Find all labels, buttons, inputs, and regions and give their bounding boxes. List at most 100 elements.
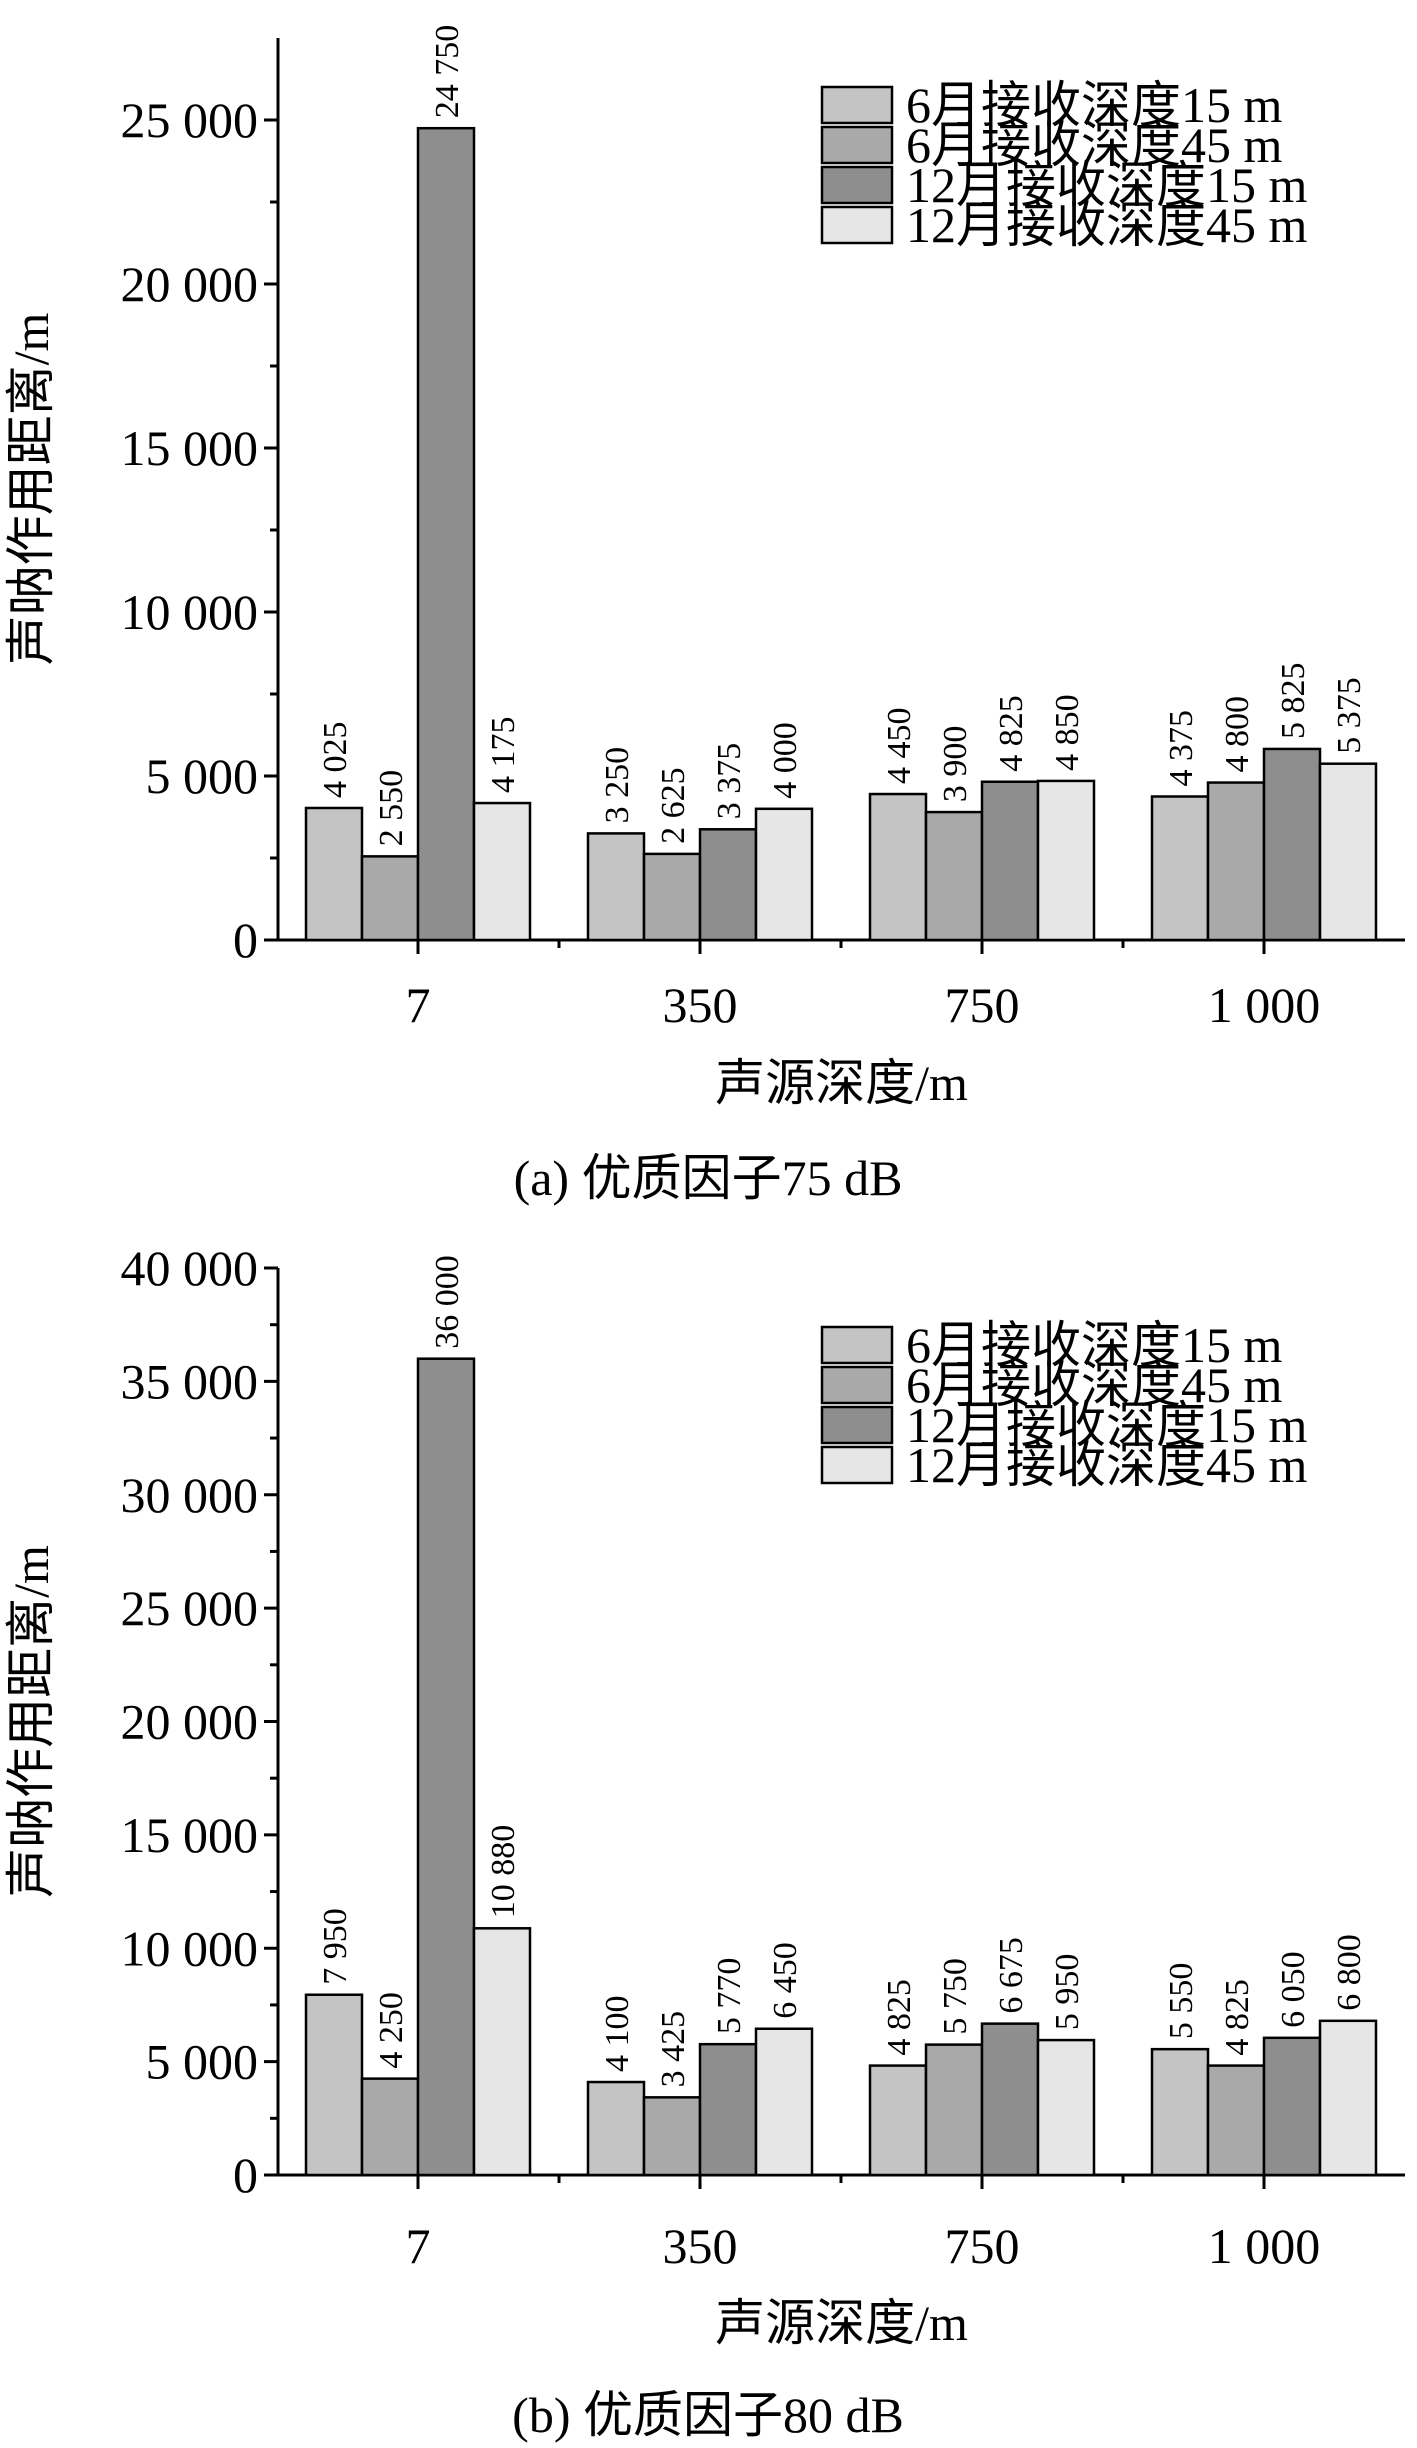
bar-value-label: 3 250 [599,747,636,824]
legend-swatch [820,1445,894,1485]
legend-swatch [820,1325,894,1365]
bar-value-label: 5 950 [1049,1954,1086,2031]
bar-value-label: 5 375 [1331,677,1368,754]
bar-value-label: 3 375 [711,743,748,820]
bar [642,852,702,942]
bar-value-label: 4 025 [317,721,354,798]
bar-value-label: 4 825 [881,1979,918,2056]
y-tick-label: 15 000 [121,1807,259,1863]
y-tick-label: 40 000 [121,1240,259,1296]
y-tick-label: 10 000 [121,1920,259,1976]
bar [754,807,814,942]
bar-value-label: 5 750 [937,1958,974,2035]
bar [586,832,646,942]
x-axis-title: 声源深度/m [715,1055,968,1111]
bar [360,855,420,942]
x-tick-label: 750 [945,977,1020,1033]
bar-value-label: 4 100 [599,1996,636,2073]
bar [472,1927,532,2177]
legend-label: 12月接收深度45 m [906,1437,1307,1493]
y-tick-label: 35 000 [121,1353,259,1409]
x-tick-label: 1 000 [1208,977,1321,1033]
legend-swatch [820,1365,894,1405]
x-axis-title: 声源深度/m [715,2295,968,2351]
bar-value-label: 7 950 [317,1908,354,1985]
y-tick-label: 15 000 [121,420,259,476]
bar [1262,747,1322,942]
bar [472,801,532,942]
bar [642,2096,702,2177]
bar-value-label: 6 675 [993,1937,1030,2014]
bar [698,828,758,942]
bar-value-label: 3 900 [937,726,974,803]
chart-panel-b: 0 5 000 10 000 15 000 20 000 25 000 30 000 35 0… [3,1240,1405,2443]
bar [1150,795,1210,942]
bar [360,2077,420,2177]
bar-value-label: 4 000 [767,722,804,799]
bar [1318,2019,1378,2177]
bar-value-label: 2 625 [655,767,692,844]
bar-value-label: 5 550 [1163,1963,1200,2040]
legend-swatch [820,1405,894,1445]
legend-label: 6月接收深度45 m [906,117,1282,173]
bar [980,780,1040,942]
y-tick-label: 0 [233,912,258,968]
bar-value-label: 6 450 [767,1942,804,2019]
bar [1206,781,1266,942]
bar-value-label: 3 425 [655,2011,692,2088]
y-tick-label: 5 000 [146,2034,259,2090]
bar-value-label: 6 050 [1275,1951,1312,2028]
y-tick-label: 25 000 [121,1580,259,1636]
bar-value-label: 36 000 [429,1255,466,1349]
y-tick-label: 30 000 [121,1467,259,1523]
legend-swatch [820,205,894,245]
bar [416,126,476,942]
x-tick-label: 350 [663,2218,738,2274]
bar [1036,779,1096,942]
y-tick-label: 20 000 [121,1694,259,1750]
y-axis-title: 声呐作用距离/m [3,1545,59,1898]
bar [304,1993,364,2177]
y-tick-label: 5 000 [146,748,259,804]
legend-swatch [820,85,894,125]
bar-value-label: 5 825 [1275,662,1312,739]
legend-label: 12月接收深度15 m [906,157,1307,213]
bar-value-label: 4 850 [1049,694,1086,771]
bar [1036,2038,1096,2177]
legend-swatch [820,125,894,165]
bar-value-label: 4 825 [1219,1979,1256,2056]
legend-swatch [820,165,894,205]
legend-label: 6月接收深度15 m [906,77,1282,133]
bar [924,810,984,942]
y-tick-label: 10 000 [121,584,259,640]
bar-value-label: 2 550 [373,770,410,847]
bar [924,2043,984,2177]
bar [1206,2064,1266,2177]
bar [1262,2036,1322,2177]
bar-value-label: 6 800 [1331,1934,1368,2011]
bar [586,2080,646,2177]
bar-value-label: 10 880 [485,1825,522,1919]
bar [1150,2047,1210,2177]
bar-value-label: 4 825 [993,695,1030,772]
figure-caption: (b) 优质因子80 dB [512,2387,904,2443]
bar [698,2042,758,2177]
bar [304,806,364,942]
x-tick-label: 350 [663,977,738,1033]
bar-value-label: 24 750 [429,25,466,119]
bar-value-label: 4 450 [881,708,918,785]
bar [980,2022,1040,2177]
x-tick-label: 750 [945,2218,1020,2274]
bar [868,2064,928,2177]
y-tick-label: 0 [233,2147,258,2203]
bar [754,2027,814,2177]
bar [1318,762,1378,942]
y-tick-label: 20 000 [121,256,259,312]
x-tick-label: 7 [406,977,431,1033]
bar-value-label: 5 770 [711,1958,748,2035]
x-tick-label: 7 [406,2218,431,2274]
bar [868,792,928,942]
x-tick-label: 1 000 [1208,2218,1321,2274]
